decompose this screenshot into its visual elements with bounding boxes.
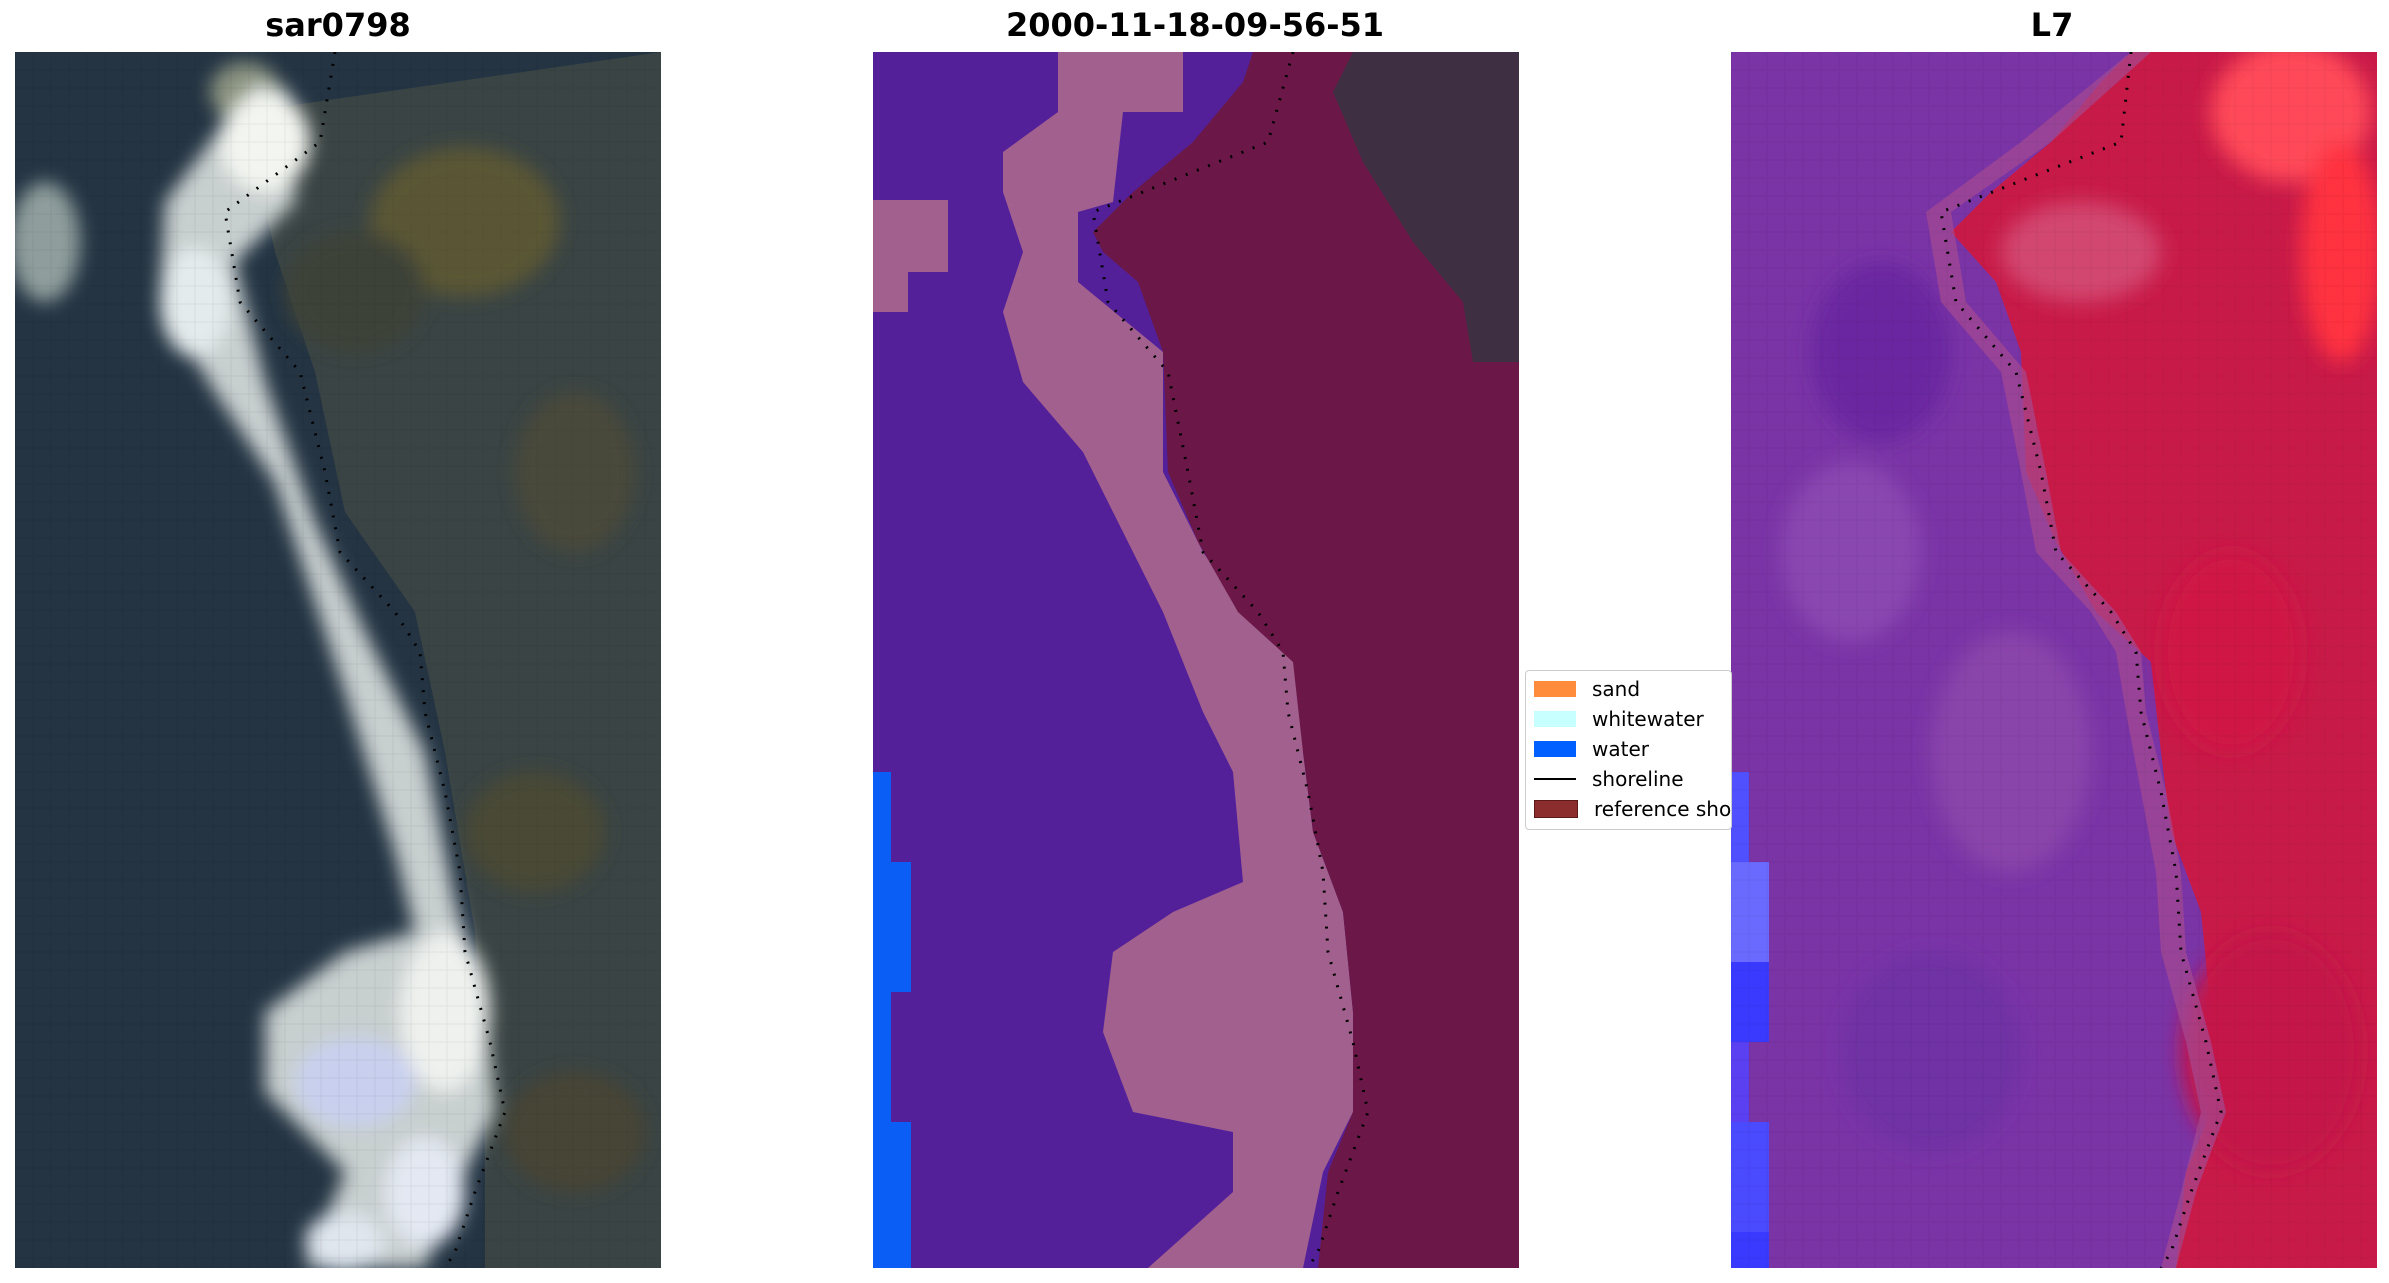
legend-item-shoreline: shoreline	[1534, 766, 1684, 792]
legend-item-sand: sand	[1534, 676, 1640, 702]
rgb-image-panel	[15, 52, 661, 1268]
index-image-panel	[1731, 52, 2377, 1268]
shoreline-line	[223, 52, 507, 1268]
legend-item-water: water	[1534, 736, 1649, 762]
legend-item-reference-shoreline: reference shoreline	[1534, 796, 1732, 822]
legend-item-whitewater: whitewater	[1534, 706, 1704, 732]
legend: sand whitewater water shoreline referenc…	[1525, 670, 1732, 830]
shoreline-line	[1091, 52, 1370, 1268]
legend-label: reference shoreline	[1594, 797, 1732, 821]
legend-label: sand	[1592, 677, 1641, 701]
panel-title-index: L7	[2030, 6, 2074, 44]
rgb-image	[15, 52, 661, 1268]
panel-title-classification: 2000-11-18-09-56-51	[1005, 6, 1385, 44]
whitewater-swatch	[1534, 711, 1576, 727]
classification-image	[873, 52, 1519, 1268]
legend-label: shoreline	[1592, 767, 1684, 791]
panel-title-rgb: sar0798	[265, 6, 411, 44]
legend-label: whitewater	[1592, 707, 1704, 731]
sand-swatch	[1534, 681, 1576, 697]
legend-label: water	[1592, 737, 1649, 761]
reference-shoreline-swatch	[1534, 800, 1578, 818]
classification-image-panel	[873, 52, 1519, 1268]
water-swatch	[1534, 741, 1576, 757]
index-image	[1731, 52, 2377, 1268]
shoreline-swatch	[1534, 778, 1576, 780]
